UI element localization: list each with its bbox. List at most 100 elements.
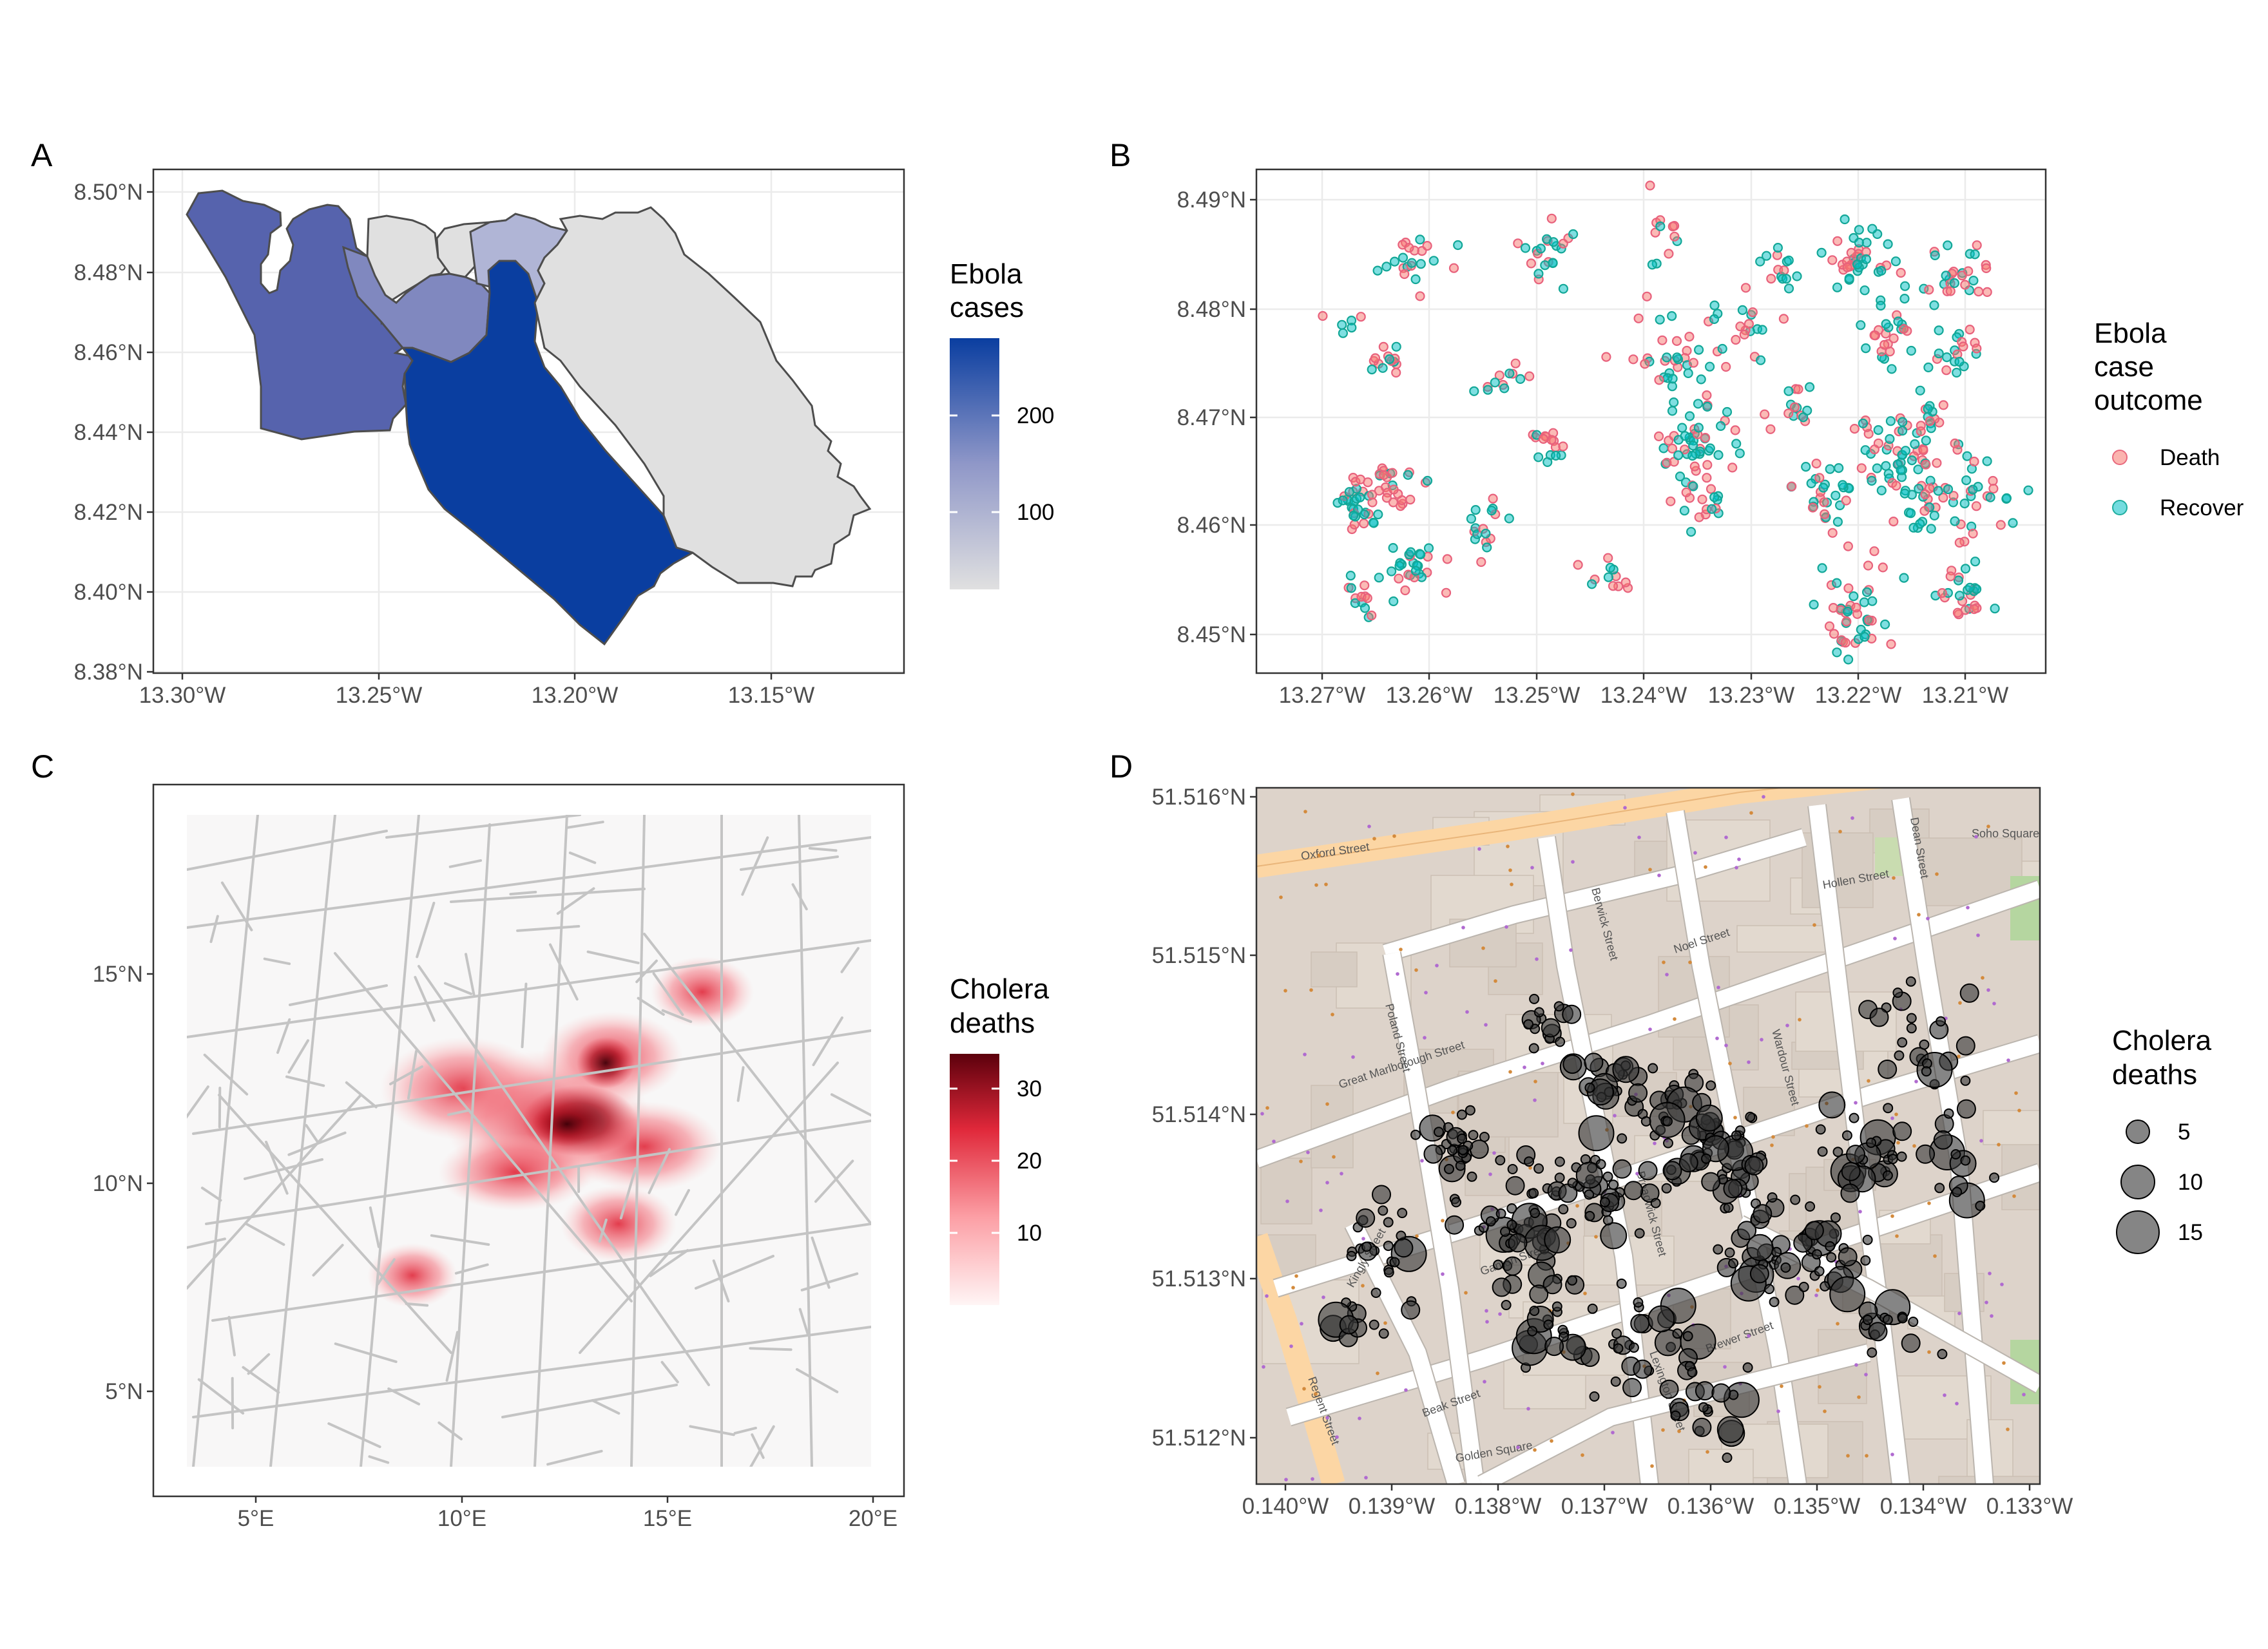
cholera-death-circle xyxy=(1672,1328,1683,1339)
panel-d-axes: 0.140°W 0.139°W 0.138°W 0.137°W 0.136°W 0.135… xyxy=(1152,785,2073,1519)
poi-dot xyxy=(1823,1409,1827,1413)
case-point-recover xyxy=(1672,352,1682,363)
panel-c-x-tick-label: 10°E xyxy=(437,1506,486,1531)
poi-dot xyxy=(1706,1450,1709,1454)
poi-dot xyxy=(2012,1194,2016,1198)
poi-dot xyxy=(1265,1106,1269,1110)
case-point-recover xyxy=(1469,386,1479,396)
cholera-death-circle xyxy=(1562,1054,1582,1074)
poi-dot xyxy=(1771,1135,1775,1139)
poi-dot xyxy=(1926,917,1930,920)
case-point-recover xyxy=(1949,278,1959,289)
cholera-death-circle xyxy=(1383,1267,1394,1278)
street-segment xyxy=(695,1255,774,1290)
case-point-death xyxy=(1945,286,1956,296)
case-point-recover xyxy=(1840,214,1850,225)
poi-dot xyxy=(1818,1385,1821,1389)
case-point-recover xyxy=(1960,564,1971,574)
poi-dot xyxy=(1340,1172,1343,1176)
cholera-death-circle xyxy=(1611,1328,1622,1339)
case-point-death xyxy=(1960,280,1970,290)
poi-dot xyxy=(1303,810,1307,814)
case-point-recover xyxy=(1337,319,1347,330)
cholera-death-circle xyxy=(1544,1337,1564,1357)
poi-dot xyxy=(1613,1114,1617,1118)
poi-dot xyxy=(1372,837,1376,841)
panel-c-density-surface xyxy=(187,815,871,1467)
case-point-death xyxy=(1669,231,1680,242)
case-point-death xyxy=(1925,416,1935,426)
poi-dot xyxy=(1890,1453,1894,1456)
cholera-death-circle xyxy=(1633,1359,1653,1379)
cholera-death-circle xyxy=(1468,1130,1479,1141)
density-peak xyxy=(532,1101,602,1147)
street-segment xyxy=(192,1326,871,1418)
case-point-death xyxy=(1995,520,2006,530)
poi-dot xyxy=(1927,1201,1931,1205)
panel-b-y-tick-label: 8.48°N xyxy=(1177,297,1246,322)
case-point-recover xyxy=(1344,487,1354,497)
case-point-recover xyxy=(1398,253,1408,263)
case-point-recover xyxy=(1961,475,1972,486)
case-point-death xyxy=(1387,468,1398,478)
poi-dot xyxy=(1494,979,1497,983)
poi-dot xyxy=(1892,876,1896,880)
cholera-death-circle xyxy=(1919,1039,1930,1050)
cholera-death-circle xyxy=(1908,1317,1919,1327)
poi-dot xyxy=(1986,988,1990,992)
case-point-death xyxy=(1476,557,1486,567)
case-point-recover xyxy=(1858,418,1869,428)
case-point-death xyxy=(1869,546,1879,557)
street-segment xyxy=(187,1094,362,1290)
panel-d-legend-size-5-label: 5 xyxy=(2178,1120,2190,1145)
case-point-death xyxy=(1359,518,1369,529)
poi-dot xyxy=(1623,806,1627,810)
case-point-death xyxy=(1869,330,1879,341)
panel-a-x-tick-label: 13.25°W xyxy=(336,683,423,708)
street-segment xyxy=(269,815,336,1467)
case-point-death xyxy=(1349,519,1360,530)
poi-dot xyxy=(1749,811,1753,815)
case-point-recover xyxy=(1693,399,1704,409)
cholera-death-circle xyxy=(1862,1315,1873,1325)
poi-dot xyxy=(1351,1055,1355,1059)
poi-dot xyxy=(1335,1435,1339,1439)
cholera-death-circle xyxy=(1529,1284,1549,1304)
case-point-recover xyxy=(1923,404,1933,414)
case-point-recover xyxy=(1872,463,1882,473)
street-segment xyxy=(418,965,710,1386)
cholera-death-circle xyxy=(1814,1266,1825,1277)
poi-dot xyxy=(1785,1024,1789,1027)
building-block xyxy=(1688,1449,1754,1484)
case-point-death xyxy=(1899,324,1909,334)
poi-dot xyxy=(1933,1254,1937,1258)
poi-dot xyxy=(1533,1080,1537,1083)
panel-d-x-tick-label: 0.138°W xyxy=(1455,1494,1542,1519)
case-point-death xyxy=(1654,375,1664,385)
panel-d-plot-frame xyxy=(1255,786,2041,1485)
cholera-death-circle xyxy=(1818,1091,1846,1119)
case-point-recover xyxy=(1707,504,1717,514)
street-segment xyxy=(501,1384,678,1418)
poi-dot xyxy=(1528,1166,1532,1170)
poi-dot xyxy=(1481,946,1485,950)
poi-dot xyxy=(1984,1301,1988,1304)
case-point-recover xyxy=(1466,513,1476,524)
cholera-death-circle xyxy=(1587,1303,1598,1314)
case-point-death xyxy=(1404,243,1414,253)
cholera-death-circle xyxy=(1339,1315,1359,1335)
case-point-recover xyxy=(1683,368,1693,379)
panel-b-legend-title-3: outcome xyxy=(2094,385,2203,416)
case-point-recover xyxy=(1860,285,1870,296)
cholera-death-circle xyxy=(1753,1204,1773,1224)
poi-dot xyxy=(1488,1172,1492,1176)
case-point-recover xyxy=(1416,549,1426,560)
cholera-death-circle xyxy=(1723,1382,1760,1418)
panel-a-districts xyxy=(186,189,872,646)
case-point-recover xyxy=(1542,457,1553,468)
case-point-death xyxy=(1510,358,1521,368)
case-point-recover xyxy=(1667,311,1677,321)
panel-d-y-tick-label: 51.513°N xyxy=(1152,1266,1246,1292)
poi-dot xyxy=(1890,1214,1894,1218)
cholera-death-circle xyxy=(1612,1056,1640,1083)
